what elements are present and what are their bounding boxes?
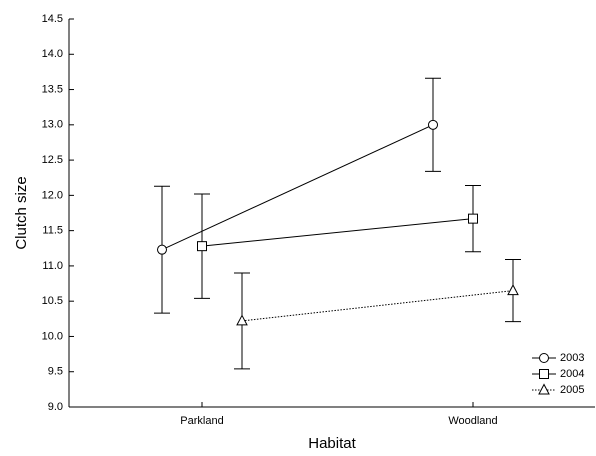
x-tick-label: Woodland <box>448 415 497 427</box>
y-tick-label: 9.5 <box>48 366 63 378</box>
y-tick-label: 11.5 <box>42 225 63 237</box>
y-tick-label: 12.5 <box>42 154 63 166</box>
y-tick-label: 12.0 <box>42 189 63 201</box>
y-tick-label: 14.0 <box>42 48 63 60</box>
data-point <box>157 244 167 255</box>
data-point <box>197 241 207 252</box>
legend-marker <box>539 353 549 363</box>
y-tick-label: 9.0 <box>48 401 63 413</box>
x-axis-label: Habitat <box>308 435 356 452</box>
data-point <box>236 314 248 326</box>
legend-marker <box>538 383 550 395</box>
y-tick-label: 10.0 <box>42 330 63 342</box>
data-point <box>507 284 519 296</box>
legend-marker <box>539 369 549 379</box>
data-point <box>428 119 438 130</box>
series-line <box>201 218 474 247</box>
legend-label: 2005 <box>560 384 584 396</box>
legend-label: 2003 <box>560 352 584 364</box>
y-tick-label: 13.0 <box>42 119 63 131</box>
y-tick-label: 11.0 <box>42 260 63 272</box>
y-tick-label: 14.5 <box>42 13 63 25</box>
series-line <box>161 124 434 251</box>
y-tick-label: 13.5 <box>42 83 63 95</box>
x-tick-label: Parkland <box>180 415 223 427</box>
y-axis-label: Clutch size <box>13 176 30 249</box>
series-line <box>241 290 514 322</box>
y-tick-label: 10.5 <box>42 295 63 307</box>
data-point <box>468 213 478 224</box>
legend-label: 2004 <box>560 368 584 380</box>
